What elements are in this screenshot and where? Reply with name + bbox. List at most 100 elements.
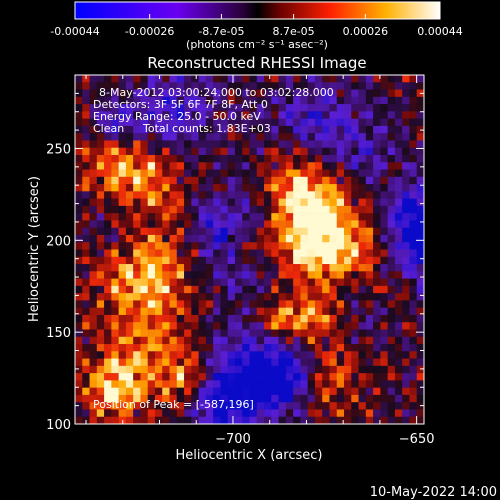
heatmap-cell bbox=[256, 176, 265, 185]
heatmap-cell bbox=[336, 125, 345, 134]
heatmap-cell bbox=[314, 387, 323, 396]
heatmap-cell bbox=[234, 242, 243, 250]
heatmap-cell bbox=[140, 220, 149, 228]
heatmap-cell bbox=[220, 351, 228, 359]
heatmap-cell bbox=[358, 234, 367, 243]
heatmap-cell bbox=[394, 242, 403, 250]
heatmap-cell bbox=[184, 140, 192, 149]
heatmap-cell bbox=[75, 351, 83, 359]
heatmap-cell bbox=[322, 111, 330, 119]
heatmap-cell bbox=[118, 220, 127, 228]
heatmap-cell bbox=[402, 96, 410, 105]
heatmap-cell bbox=[242, 278, 250, 287]
heatmap-cell bbox=[373, 249, 381, 258]
heatmap-cell bbox=[278, 191, 287, 199]
heatmap-cell bbox=[256, 402, 265, 410]
heatmap-cell bbox=[162, 271, 170, 279]
heatmap-cell bbox=[336, 133, 345, 141]
heatmap-cell bbox=[133, 416, 141, 424]
heatmap-cell bbox=[184, 358, 192, 367]
heatmap-cell bbox=[176, 300, 185, 308]
heatmap-cell bbox=[249, 118, 258, 127]
heatmap-cell bbox=[133, 198, 141, 207]
heatmap-cell bbox=[111, 111, 119, 119]
heatmap-cell bbox=[329, 416, 338, 424]
heatmap-cell bbox=[234, 300, 243, 308]
heatmap-cell bbox=[249, 96, 258, 105]
heatmap-cell bbox=[234, 271, 243, 279]
heatmap-cell bbox=[336, 111, 345, 119]
heatmap-cell bbox=[249, 89, 258, 98]
heatmap-cell bbox=[220, 125, 228, 134]
heatmap-cell bbox=[89, 220, 98, 228]
heatmap-cell bbox=[402, 89, 410, 98]
heatmap-cell bbox=[133, 278, 141, 287]
heatmap-cell bbox=[154, 322, 163, 330]
heatmap-cell bbox=[358, 387, 367, 396]
heatmap-cell bbox=[300, 111, 308, 119]
heatmap-cell bbox=[111, 387, 119, 396]
heatmap-cell bbox=[220, 336, 228, 345]
heatmap-cell bbox=[213, 322, 221, 330]
heatmap-cell bbox=[271, 336, 279, 345]
heatmap-cell bbox=[213, 365, 221, 374]
heatmap-cell bbox=[358, 82, 367, 90]
heatmap-cell bbox=[96, 154, 105, 163]
heatmap-cell bbox=[154, 227, 163, 236]
heatmap-cell bbox=[278, 111, 287, 119]
heatmap-cell bbox=[213, 184, 221, 192]
heatmap-cell bbox=[169, 314, 178, 323]
heatmap-cell bbox=[234, 176, 243, 185]
heatmap-cell bbox=[271, 104, 279, 112]
heatmap-cell bbox=[409, 205, 418, 214]
heatmap-cell bbox=[307, 234, 316, 243]
heatmap-cell bbox=[416, 249, 424, 258]
heatmap-cell bbox=[314, 227, 323, 236]
axis-ticks: −700−650−600100150200250 bbox=[46, 74, 435, 447]
heatmap-cell bbox=[271, 271, 279, 279]
heatmap-cell bbox=[249, 307, 258, 316]
heatmap-cell bbox=[169, 125, 178, 134]
heatmap-cell bbox=[104, 96, 112, 105]
heatmap-cell bbox=[89, 213, 98, 221]
heatmap-cell bbox=[198, 169, 207, 178]
heatmap-cell bbox=[184, 176, 192, 185]
heatmap-cell bbox=[329, 249, 338, 258]
heatmap-cell bbox=[220, 227, 228, 236]
heatmap-cell bbox=[314, 242, 323, 250]
heatmap-cell bbox=[336, 380, 345, 388]
heatmap-cell bbox=[416, 111, 424, 119]
heatmap-cell bbox=[300, 213, 308, 221]
heatmap-cell bbox=[125, 351, 134, 359]
heatmap-cell bbox=[169, 205, 178, 214]
heatmap-cell bbox=[256, 234, 265, 243]
heatmap-cell bbox=[227, 154, 236, 163]
heatmap-cell bbox=[256, 387, 265, 396]
heatmap-cell bbox=[176, 373, 185, 381]
heatmap-cell bbox=[104, 264, 112, 272]
heatmap-cell bbox=[140, 227, 149, 236]
heatmap-cell bbox=[198, 380, 207, 388]
heatmap-cell bbox=[154, 285, 163, 294]
heatmap-cell bbox=[82, 147, 90, 156]
heatmap-cell bbox=[147, 205, 156, 214]
heatmap-cell bbox=[387, 249, 396, 258]
heatmap-cell bbox=[184, 278, 192, 287]
heatmap-cell bbox=[387, 373, 396, 381]
heatmap-cell bbox=[336, 256, 345, 265]
heatmap-cell bbox=[249, 380, 258, 388]
heatmap-cell bbox=[322, 89, 330, 98]
heatmap-cell bbox=[227, 162, 236, 170]
heatmap-cell bbox=[351, 278, 359, 287]
heatmap-cell bbox=[82, 344, 90, 352]
heatmap-cell bbox=[344, 205, 352, 214]
heatmap-cell bbox=[82, 89, 90, 98]
heatmap-cell bbox=[322, 329, 330, 338]
heatmap-cell bbox=[154, 184, 163, 192]
heatmap-cell bbox=[198, 387, 207, 396]
heatmap-cell bbox=[140, 140, 149, 149]
heatmap-cell bbox=[344, 89, 352, 98]
heatmap-cell bbox=[387, 380, 396, 388]
heatmap-cell bbox=[271, 256, 279, 265]
heatmap-cell bbox=[380, 104, 388, 112]
